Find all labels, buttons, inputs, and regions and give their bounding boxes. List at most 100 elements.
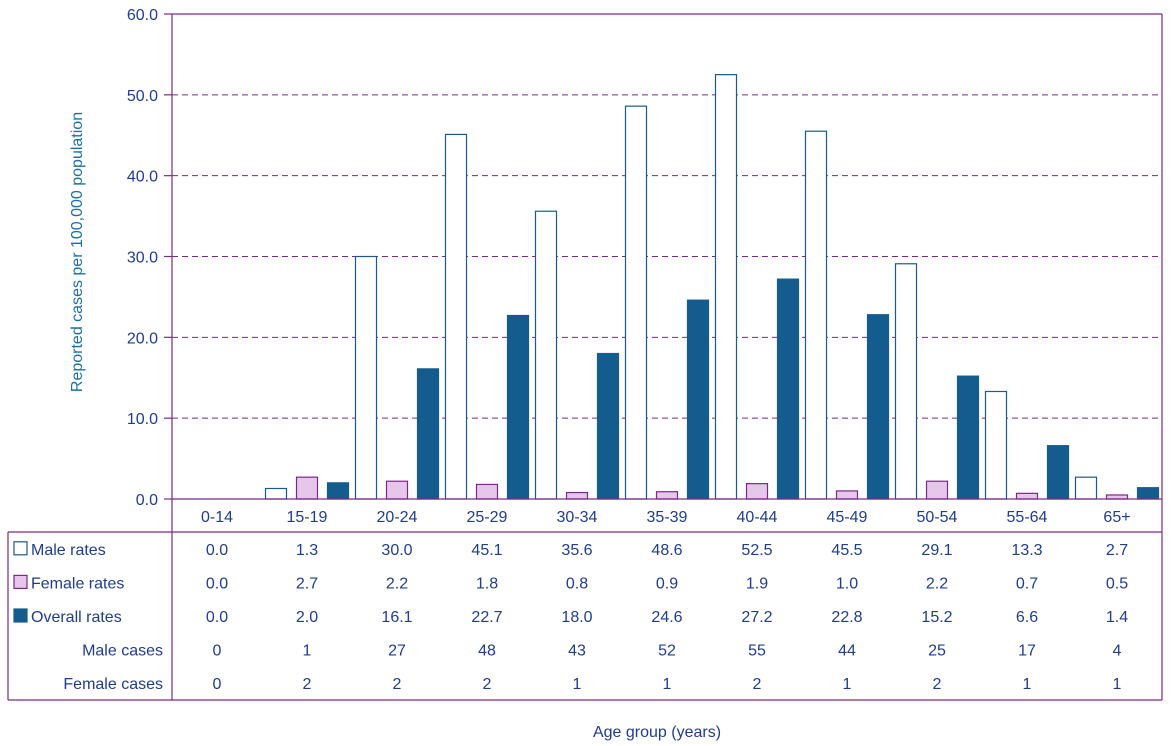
table-cell: 45.1 bbox=[471, 542, 502, 559]
table-cell: 35.6 bbox=[561, 542, 592, 559]
bar bbox=[264, 487, 288, 500]
bar bbox=[624, 105, 648, 500]
table-cell: 1.3 bbox=[296, 542, 318, 559]
legend-swatch bbox=[13, 541, 28, 556]
table-cell: 6.6 bbox=[1016, 609, 1038, 626]
legend-label: Overall rates bbox=[31, 609, 122, 626]
table-cell: 22.7 bbox=[471, 609, 502, 626]
bar bbox=[444, 133, 468, 500]
bar bbox=[1015, 492, 1039, 500]
table-cell: 2 bbox=[483, 676, 492, 693]
row-label: Female cases bbox=[63, 676, 163, 693]
table-cell: 0.0 bbox=[206, 575, 228, 592]
table-cell: 0.7 bbox=[1016, 575, 1038, 592]
table-cell: 52 bbox=[658, 643, 676, 660]
y-tick-label: 30.0 bbox=[127, 250, 158, 267]
table-cell: 2 bbox=[753, 676, 762, 693]
y-tick-label: 10.0 bbox=[127, 411, 158, 428]
table-cell: 45.5 bbox=[831, 542, 862, 559]
bar bbox=[714, 74, 738, 500]
bar bbox=[745, 483, 769, 500]
table-cell: 0.8 bbox=[566, 575, 588, 592]
table-cell: 29.1 bbox=[921, 542, 952, 559]
table-cell: 27 bbox=[388, 643, 406, 660]
table-cell: 1 bbox=[573, 676, 582, 693]
legend-swatch bbox=[13, 608, 28, 623]
table-cell: 0.9 bbox=[656, 575, 678, 592]
table-cell: 52.5 bbox=[741, 542, 772, 559]
table-cell: 44 bbox=[838, 643, 856, 660]
table-cell: 17 bbox=[1018, 643, 1036, 660]
table-cell: 24.6 bbox=[651, 609, 682, 626]
y-tick-label: 50.0 bbox=[127, 88, 158, 105]
table-cell: 4 bbox=[1113, 643, 1122, 660]
table-cell: 1 bbox=[663, 676, 672, 693]
bar bbox=[835, 490, 859, 500]
row-label: Male cases bbox=[82, 643, 163, 660]
table-cell: 2.2 bbox=[926, 575, 948, 592]
table-cell: 0 bbox=[213, 643, 222, 660]
x-tick-label: 55-64 bbox=[1007, 509, 1048, 526]
bar bbox=[1136, 487, 1160, 500]
table-cell: 2 bbox=[303, 676, 312, 693]
x-tick-label: 35-39 bbox=[647, 509, 688, 526]
table-cell: 1 bbox=[1023, 676, 1032, 693]
x-tick-label: 15-19 bbox=[287, 509, 328, 526]
y-tick-labels: 0.0 10.0 20.0 30.0 40.0 50.0 60.0 bbox=[127, 7, 158, 509]
table-cell: 1 bbox=[843, 676, 852, 693]
table-cell: 2.2 bbox=[386, 575, 408, 592]
x-tick-label: 25-29 bbox=[467, 509, 508, 526]
table-cell: 2.7 bbox=[296, 575, 318, 592]
axes bbox=[171, 13, 1163, 499]
table-cell: 2 bbox=[393, 676, 402, 693]
table-cell: 13.3 bbox=[1011, 542, 1042, 559]
y-tick-label: 40.0 bbox=[127, 169, 158, 186]
x-tick-label: 20-24 bbox=[377, 509, 418, 526]
table-cell: 18.0 bbox=[561, 609, 592, 626]
bar bbox=[1074, 476, 1098, 500]
bar bbox=[354, 255, 378, 500]
table-cell: 1 bbox=[303, 643, 312, 660]
table-cell: 15.2 bbox=[921, 609, 952, 626]
x-tick-label: 30-34 bbox=[557, 509, 598, 526]
x-tick-label: 50-54 bbox=[917, 509, 958, 526]
y-axis-label: Reported cases per 100,000 population bbox=[69, 112, 86, 392]
table-cell: 27.2 bbox=[741, 609, 772, 626]
bar bbox=[894, 263, 918, 500]
bar bbox=[1105, 494, 1129, 500]
bar bbox=[565, 491, 589, 500]
table-cell: 48 bbox=[478, 643, 496, 660]
bar bbox=[956, 375, 980, 500]
table-cell: 1.9 bbox=[746, 575, 768, 592]
table-cell: 43 bbox=[568, 643, 586, 660]
bar bbox=[925, 480, 949, 500]
x-tick-label: 40-44 bbox=[737, 509, 778, 526]
data-table: 0-14 15-19 20-24 25-29 30-34 35-39 40-44 45-49 5… bbox=[7, 498, 1163, 701]
table-cell: 30.0 bbox=[381, 542, 412, 559]
y-tick-label: 0.0 bbox=[136, 492, 158, 509]
bar bbox=[385, 480, 409, 500]
bar bbox=[596, 352, 620, 500]
bar bbox=[804, 130, 828, 500]
y-tick-label: 20.0 bbox=[127, 330, 158, 347]
grid-lines bbox=[164, 13, 1162, 500]
bar bbox=[686, 299, 710, 500]
x-axis-label: Age group (years) bbox=[593, 724, 721, 741]
table-cell: 16.1 bbox=[381, 609, 412, 626]
bar bbox=[326, 482, 350, 500]
table-cell: 1.4 bbox=[1106, 609, 1128, 626]
table-cell: 48.6 bbox=[651, 542, 682, 559]
bar bbox=[866, 314, 890, 500]
x-tick-label: 45-49 bbox=[827, 509, 868, 526]
legend-swatch bbox=[13, 574, 28, 590]
table-cell: 0.5 bbox=[1106, 575, 1128, 592]
table-cell: 2.0 bbox=[296, 609, 318, 626]
table-cell: 1 bbox=[1113, 676, 1122, 693]
table-cell: 0.0 bbox=[206, 609, 228, 626]
table-cell: 1.0 bbox=[836, 575, 858, 592]
bars bbox=[264, 74, 1160, 500]
bar bbox=[776, 278, 800, 500]
table-cell: 22.8 bbox=[831, 609, 862, 626]
bar bbox=[295, 476, 319, 500]
